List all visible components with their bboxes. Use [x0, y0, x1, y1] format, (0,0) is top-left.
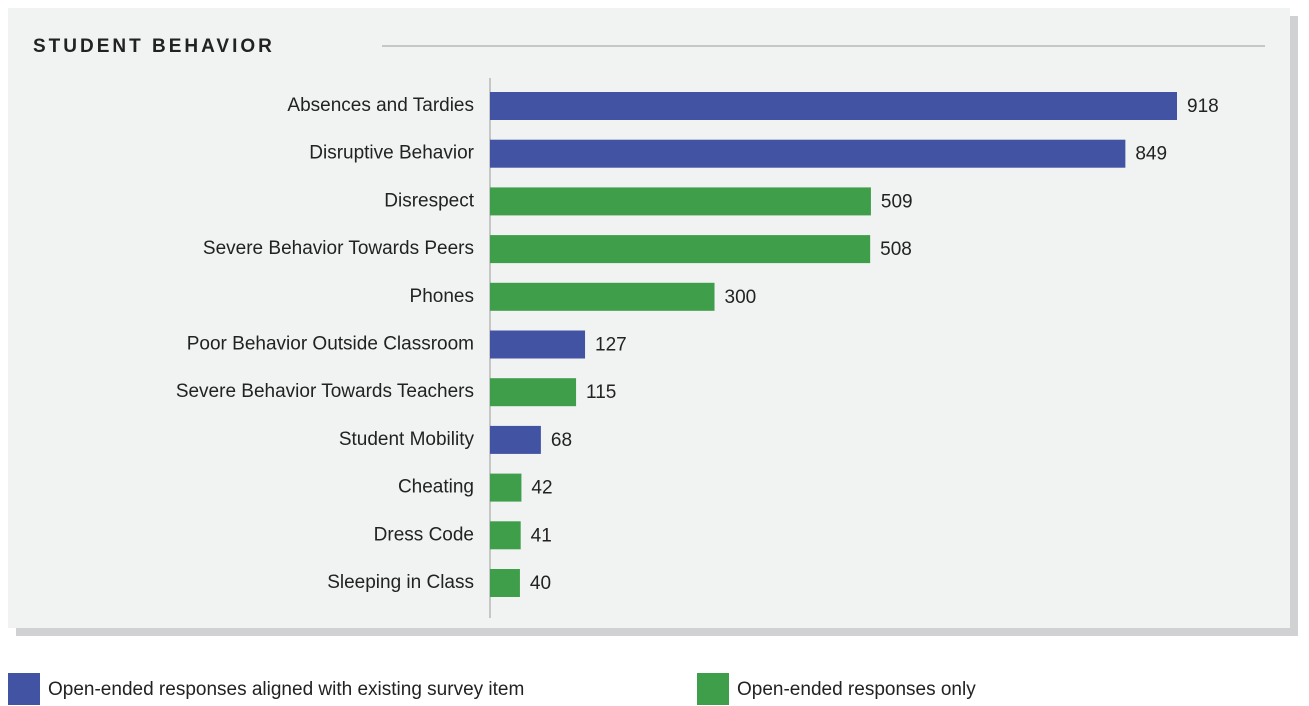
bar — [490, 235, 871, 264]
bar — [490, 330, 586, 359]
category-label: Student Mobility — [339, 429, 475, 450]
category-label: Severe Behavior Towards Teachers — [176, 381, 474, 402]
bar — [490, 282, 715, 311]
category-label: Disruptive Behavior — [309, 143, 474, 164]
value-label: 127 — [595, 335, 627, 356]
value-label: 509 — [881, 191, 913, 212]
value-label: 115 — [586, 382, 616, 403]
bar — [490, 92, 1177, 120]
value-label: 68 — [551, 430, 572, 451]
value-label: 300 — [725, 287, 757, 308]
bar — [490, 521, 521, 550]
category-label: Poor Behavior Outside Classroom — [187, 334, 474, 355]
category-label: Absences and Tardies — [287, 95, 474, 116]
bar — [490, 425, 541, 454]
value-label: 42 — [531, 478, 552, 499]
bar — [490, 473, 522, 502]
legend-label: Open-ended responses only — [737, 679, 976, 700]
bar — [490, 569, 520, 597]
category-label: Severe Behavior Towards Peers — [203, 238, 474, 259]
bar — [490, 187, 871, 216]
legend-swatch — [8, 673, 40, 705]
category-label: Disrespect — [384, 190, 474, 211]
legend-swatch — [697, 673, 729, 705]
category-label: Sleeping in Class — [327, 572, 474, 593]
value-label: 849 — [1135, 144, 1167, 165]
value-label: 918 — [1187, 96, 1219, 117]
value-label: 40 — [530, 573, 551, 594]
value-label: 508 — [880, 239, 912, 260]
bar — [490, 378, 577, 407]
legend-label: Open-ended responses aligned with existi… — [48, 679, 524, 700]
chart-title: STUDENT BEHAVIOR — [33, 36, 275, 57]
category-label: Cheating — [398, 477, 474, 498]
bar — [490, 139, 1126, 168]
value-label: 41 — [531, 525, 552, 546]
category-label: Phones — [410, 286, 474, 307]
category-label: Dress Code — [374, 524, 474, 545]
